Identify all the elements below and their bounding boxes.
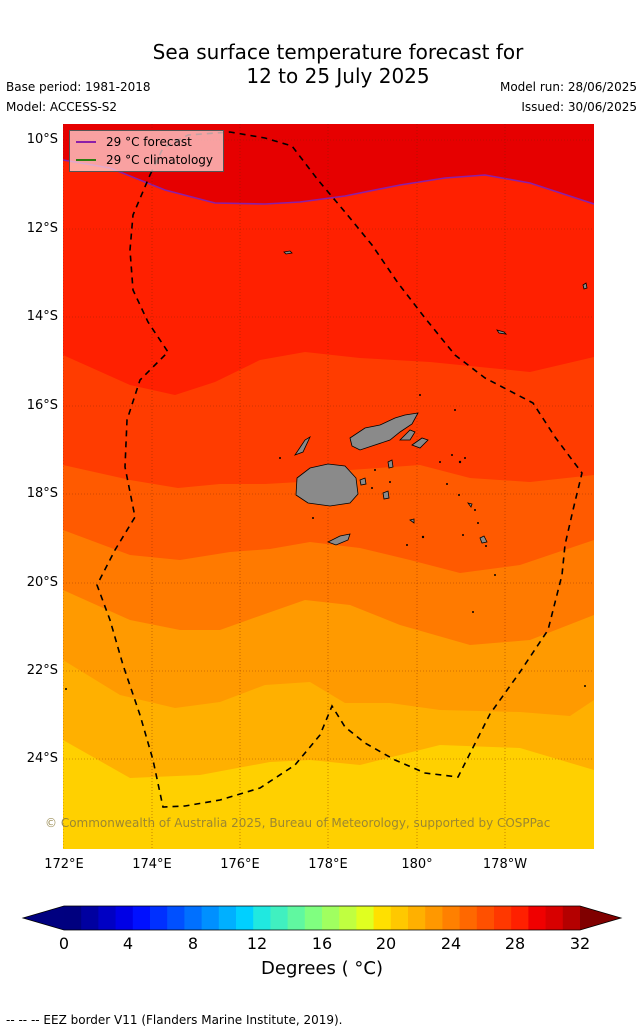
colorbar-cell	[81, 906, 99, 930]
colorbar-title: Degrees ( °C)	[261, 958, 383, 979]
colorbar-cell	[511, 906, 529, 930]
eez-border	[96, 131, 583, 808]
rotuma-island	[283, 250, 293, 255]
lat-label-18s: 18°S	[26, 486, 58, 501]
viti-levu-island	[295, 463, 359, 507]
colorbar-tick-12: 12	[246, 934, 268, 953]
lon-label-174e: 174°E	[132, 857, 172, 872]
colorbar-under-arrow	[23, 906, 64, 930]
colorbar-cell	[339, 906, 357, 930]
legend-climatology-label: 29 °C climatology	[106, 153, 214, 167]
colorbar-cell	[322, 906, 340, 930]
colorbar-cell	[545, 906, 564, 930]
legend-climatology-swatch	[76, 159, 96, 161]
colorbar-cell	[356, 906, 375, 930]
base-period-text: Base period: 1981-2018	[6, 80, 151, 94]
lat-label-16s: 16°S	[26, 398, 58, 413]
map-legend: 29 °C forecast 29 °C climatology	[69, 130, 224, 172]
colorbar-cell	[528, 906, 547, 930]
lon-label-178e: 178°E	[308, 857, 348, 872]
colorbar-cell	[98, 906, 117, 930]
colorbar-tick-16: 16	[311, 934, 333, 953]
colorbar-cell	[236, 906, 254, 930]
isotherm-29-forecast-line	[63, 159, 594, 205]
colorbar-cell	[270, 906, 289, 930]
colorbar-tick-4: 4	[122, 934, 134, 953]
colorbar-cell	[390, 906, 409, 930]
lon-label-172e: 172°E	[44, 857, 84, 872]
title-line-2: 12 to 25 July 2025	[246, 64, 430, 88]
colorbar-outline	[21, 905, 623, 931]
colorbar-cell	[304, 906, 323, 930]
colorbar-tick-8: 8	[187, 934, 199, 953]
colorbar-cell	[167, 906, 185, 930]
colorbar-tick-20: 20	[375, 934, 397, 953]
legend-climatology-row: 29 °C climatology	[76, 152, 213, 168]
lat-label-24s: 24°S	[26, 751, 58, 766]
lat-label-20s: 20°S	[26, 575, 58, 590]
colorbar-cell	[253, 906, 271, 930]
copyright-text: © Commonwealth of Australia 2025, Bureau…	[45, 816, 551, 830]
colorbar-cell	[442, 906, 461, 930]
colorbar-cells	[64, 906, 581, 930]
lat-label-14s: 14°S	[26, 309, 58, 324]
taveuni-island	[399, 429, 416, 441]
colorbar-tick-32: 32	[569, 934, 591, 953]
colorbar-cell	[115, 906, 134, 930]
sst-contour-bands	[63, 124, 594, 849]
colorbar-over-arrow	[580, 906, 621, 930]
land-masses	[283, 250, 588, 546]
colorbar-cell	[184, 906, 203, 930]
colorbar-tick-24: 24	[440, 934, 462, 953]
vanua-levu-island	[349, 412, 419, 451]
lat-label-22s: 22°S	[26, 663, 58, 678]
colorbar-cell	[425, 906, 443, 930]
legend-forecast-swatch	[76, 141, 96, 143]
legend-forecast-row: 29 °C forecast	[76, 134, 192, 150]
colorbar-tick-0: 0	[58, 934, 70, 953]
colorbar-cell	[64, 906, 82, 930]
colorbar-cell	[132, 906, 151, 930]
model-run-text: Model run: 28/06/2025	[499, 80, 637, 94]
small-islets	[65, 394, 586, 690]
lat-label-12s: 12°S	[26, 221, 58, 236]
model-text: Model: ACCESS-S2	[6, 100, 118, 114]
lat-label-10s: 10°S	[26, 132, 58, 147]
issued-text: Issued: 30/06/2025	[521, 100, 637, 114]
colorbar-cell	[373, 906, 392, 930]
colorbar-cell	[494, 906, 512, 930]
legend-forecast-label: 29 °C forecast	[106, 135, 192, 149]
colorbar-cell	[287, 906, 306, 930]
title-line-1: Sea surface temperature forecast for	[152, 40, 524, 64]
colorbar-cell	[408, 906, 426, 930]
kadavu-island	[327, 533, 351, 546]
colorbar-tick-28: 28	[504, 934, 526, 953]
colorbar-cell	[218, 906, 237, 930]
graticule	[63, 124, 594, 849]
lon-label-180: 180°	[401, 857, 433, 872]
colorbar-cell	[150, 906, 168, 930]
chart-title: Sea surface temperature forecast for 12 …	[0, 40, 644, 88]
lon-label-178w: 178°W	[482, 857, 528, 872]
lon-label-176e: 176°E	[220, 857, 260, 872]
colorbar-cell	[562, 906, 581, 930]
colorbar-cell	[459, 906, 478, 930]
colorbar-cell	[476, 906, 495, 930]
eez-footnote: -- -- -- EEZ border V11 (Flanders Marine…	[6, 1013, 343, 1027]
colorbar-cell	[201, 906, 220, 930]
